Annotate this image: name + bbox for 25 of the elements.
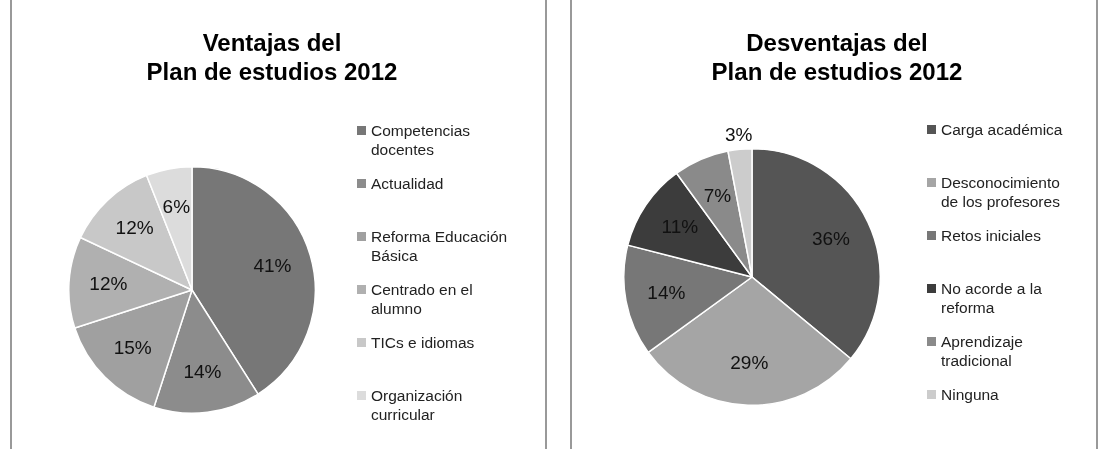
legend-label: TICs e idiomas [371,334,475,351]
data-label: 6% [162,195,191,217]
legend-label: Retos iniciales [941,227,1041,244]
legend-label: Carga académica [941,121,1063,138]
data-label: 14% [183,361,222,383]
chart-title: Ventajas del Plan de estudios 2012 [145,28,399,86]
data-label: 3% [724,123,753,145]
legend-label: Desconocimiento de los profesores [941,174,1060,210]
data-label: 41% [253,254,292,276]
legend-label: No acorde a la reforma [941,280,1042,316]
chart-title: Desventajas del Plan de estudios 2012 [710,28,964,86]
legend-label: Organización curricular [371,387,463,423]
data-label: 15% [113,337,152,359]
data-label: 12% [115,217,154,239]
legend-label: Aprendizaje tradicional [941,333,1023,369]
legend-label: Reforma Educación Básica [371,228,508,264]
legend-label: Competencias docentes [371,122,471,158]
data-label: 36% [811,228,851,250]
data-label: 14% [647,281,686,303]
data-label: 29% [730,352,769,374]
data-label: 12% [89,272,128,294]
legend-label: Centrado en el alumno [371,281,473,317]
legend-label: Actualidad [371,175,444,192]
data-label: 7% [703,185,732,207]
legend-label: Ninguna [941,386,999,403]
